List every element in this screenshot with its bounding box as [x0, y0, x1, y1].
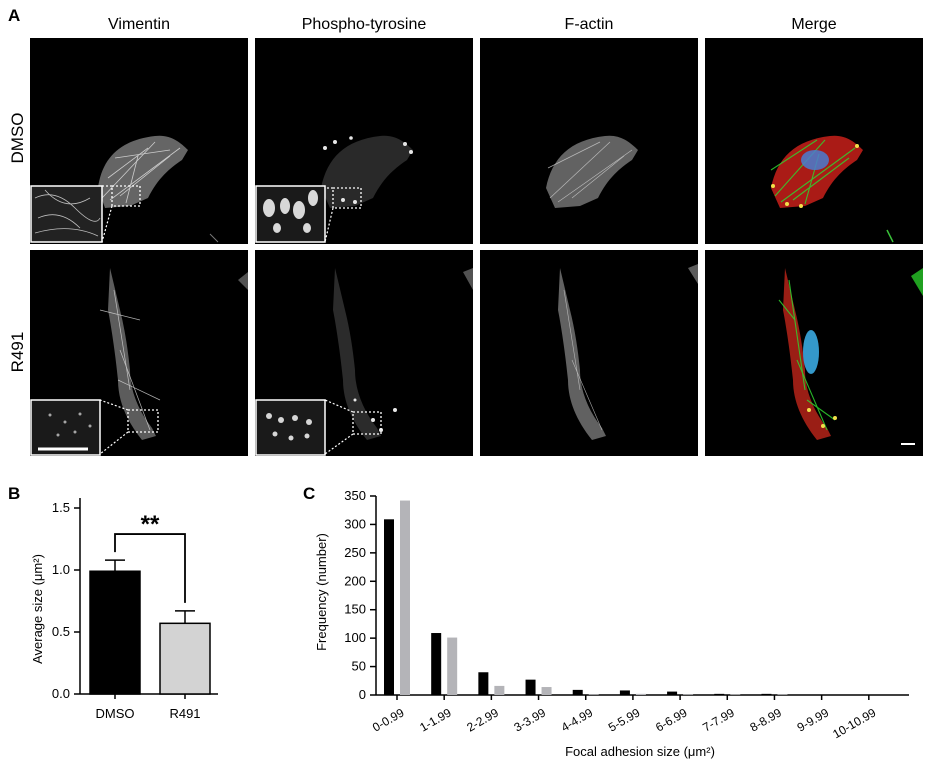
panel-label-b: B [8, 484, 21, 503]
micrograph-dmso-merge [705, 38, 923, 244]
chart-c-bar [777, 694, 788, 695]
chart-b-ylabel: Average size (μm²) [30, 554, 45, 664]
chart-c-xtick-label: 0-0.99 [370, 705, 407, 734]
chart-c-ytick-label: 350 [344, 488, 366, 503]
chart-b-ytick-label: 1.0 [52, 562, 70, 577]
chart-c-xtick-label: 4-4.99 [559, 705, 596, 734]
chart-c-xtick-label: 3-3.99 [512, 705, 549, 734]
chart-c-ytick-label: 300 [344, 516, 366, 531]
chart-c-bar [478, 672, 489, 695]
chart-c-bar [525, 679, 536, 695]
chart-c-bar [635, 693, 646, 695]
chart-b-xtick-label: R491 [169, 706, 200, 721]
chart-c-bar [447, 637, 458, 695]
chart-c-bar [588, 694, 599, 695]
micrograph-r491-merge [705, 250, 923, 456]
chart-average-size: Average size (μm²) 0.0 0.5 1.0 1.5 ** DMSO R… [30, 498, 218, 721]
chart-c-ytick-label: 50 [352, 659, 366, 674]
chart-c-bar [619, 690, 630, 695]
chart-c-bar [761, 693, 772, 695]
chart-c-xtick-label: 6-6.99 [653, 705, 690, 734]
row-label-dmso: DMSO [8, 112, 27, 164]
chart-c-ytick-label: 200 [344, 573, 366, 588]
chart-b-ytick-label: 0.5 [52, 624, 70, 639]
chart-c-bar [730, 694, 741, 695]
chart-c-bar [714, 693, 725, 695]
chart-c-ytick-label: 100 [344, 630, 366, 645]
chart-c-bar [683, 694, 694, 695]
panel-label-c: C [303, 484, 316, 503]
chart-c-ytick-label: 250 [344, 545, 366, 560]
chart-c-xtick-label: 7-7.99 [700, 705, 737, 734]
micrograph-r491-vimentin [30, 250, 248, 456]
micrograph-dmso-phospho-tyrosine [255, 38, 473, 244]
chart-c-bar [572, 689, 583, 695]
micrograph-dmso-f-actin [480, 38, 698, 244]
chart-c-ytick-label: 0 [359, 687, 366, 702]
chart-c-ytick-label: 150 [344, 602, 366, 617]
micrograph-r491-phospho-tyrosine [255, 250, 473, 456]
micrograph-r491-f-actin [480, 250, 698, 456]
chart-b-significance-bracket [114, 533, 186, 603]
chart-c-xtick-label: 2-2.99 [464, 705, 501, 734]
chart-c-bar [400, 500, 410, 695]
chart-b-significance-label: ** [141, 511, 160, 538]
chart-b-bar [89, 570, 141, 695]
chart-c-bar [541, 687, 552, 695]
micrograph-dmso-vimentin [30, 38, 248, 244]
chart-c-bar [431, 633, 442, 695]
column-title-merge: Merge [791, 16, 837, 33]
chart-b-ytick-label: 0.0 [52, 686, 70, 701]
chart-c-bar [384, 519, 394, 695]
chart-c-xtick-label: 5-5.99 [606, 705, 643, 734]
chart-c-bar [667, 691, 678, 695]
chart-c-xlabel: Focal adhesion size (μm²) [565, 744, 715, 759]
chart-c-ylabel: Frequency (number) [314, 533, 329, 651]
chart-b-bar [159, 622, 211, 695]
column-title-f-actin: F-actin [564, 16, 614, 33]
chart-c-xtick-label: 9-9.99 [795, 705, 832, 734]
column-title-vimentin: Vimentin [108, 16, 170, 33]
chart-c-bar [494, 685, 505, 695]
chart-c-xtick-label: 1-1.99 [417, 705, 454, 734]
chart-b-ytick-label: 1.5 [52, 500, 70, 515]
chart-focal-adhesion-histogram: Frequency (number) 0 50 100 150 200 250 300 350… [314, 488, 909, 759]
chart-c-xtick-label: 8-8.99 [747, 705, 784, 734]
column-title-phospho-tyrosine: Phospho-tyrosine [301, 16, 427, 33]
row-label-r491: R491 [8, 331, 27, 373]
chart-b-xtick-label: DMSO [96, 706, 135, 721]
chart-c-xtick-label: 10-10.99 [830, 705, 878, 741]
panel-label-a: A [8, 6, 21, 25]
